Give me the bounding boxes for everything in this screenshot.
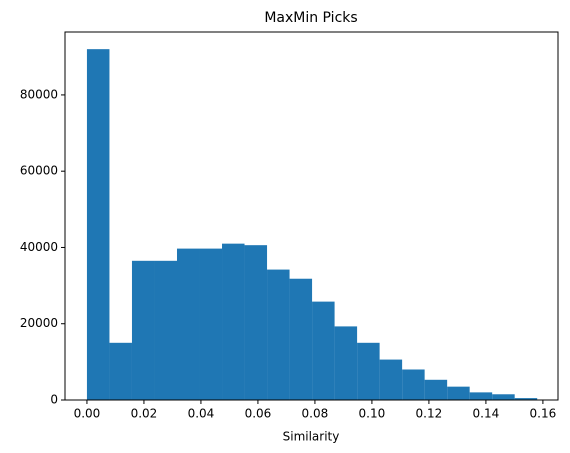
bar xyxy=(154,260,177,400)
x-tick-label: 0.16 xyxy=(530,407,557,421)
y-tick-label: 40000 xyxy=(20,240,58,254)
y-tick-label: 0 xyxy=(50,393,58,407)
bar xyxy=(379,359,403,400)
bar xyxy=(109,342,132,400)
bar xyxy=(199,248,223,400)
chart-title: MaxMin Picks xyxy=(264,10,357,26)
bar xyxy=(402,369,425,400)
y-tick-label: 20000 xyxy=(20,316,58,330)
x-tick-label: 0.08 xyxy=(302,407,329,421)
bar xyxy=(176,248,200,400)
x-axis-label: Similarity xyxy=(283,430,340,444)
bar xyxy=(312,301,335,400)
x-tick-label: 0.12 xyxy=(416,407,443,421)
bar xyxy=(222,243,245,400)
y-tick-label: 80000 xyxy=(20,87,58,101)
x-tick-label: 0.14 xyxy=(473,407,500,421)
x-tick-label: 0.10 xyxy=(359,407,386,421)
y-tick-label: 60000 xyxy=(20,164,58,178)
bar xyxy=(469,392,493,400)
x-tick-label: 0.06 xyxy=(245,407,272,421)
bar xyxy=(244,245,268,400)
bar xyxy=(492,394,515,400)
bar xyxy=(514,398,538,400)
x-tick-label: 0.04 xyxy=(188,407,215,421)
bar xyxy=(357,342,380,400)
bar xyxy=(334,326,358,400)
bar xyxy=(86,49,110,401)
bar xyxy=(289,278,313,400)
bar xyxy=(447,386,470,400)
axes-frame xyxy=(64,31,559,401)
bar xyxy=(131,260,155,400)
bar xyxy=(424,379,448,400)
bar xyxy=(267,269,290,400)
x-tick-label: 0.00 xyxy=(74,407,101,421)
x-tick-label: 0.02 xyxy=(131,407,158,421)
